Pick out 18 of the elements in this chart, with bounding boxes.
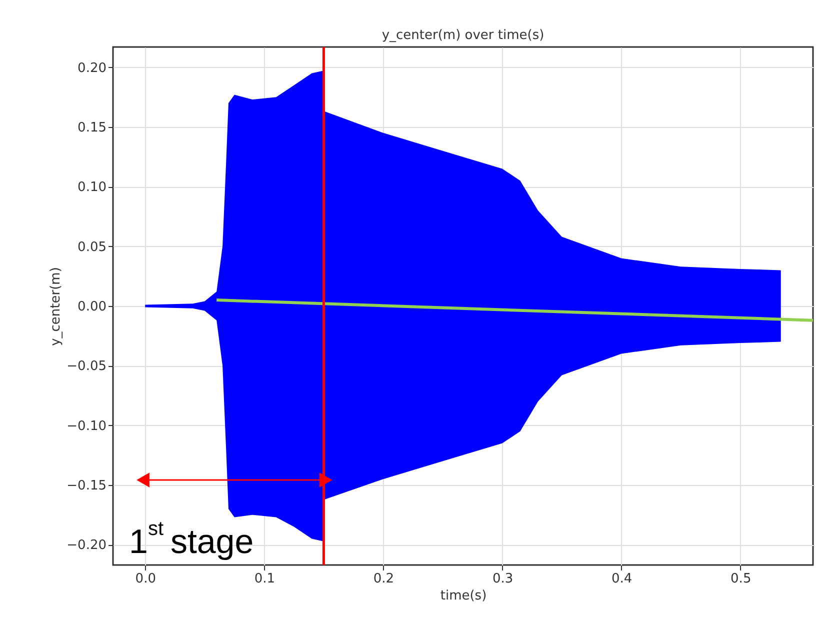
y-tick-label: −0.20 [66,538,106,554]
x-tick-label: 0.2 [373,572,394,586]
y-tick-label: −0.10 [66,418,106,434]
x-tick-label: 0.1 [254,572,276,586]
y-tick-label: 0.15 [78,120,106,136]
x-tick-label: 0.0 [135,572,156,586]
x-tick-label: 0.4 [611,572,632,586]
chart-title: y_center(m) over time(s) [382,28,544,43]
y-axis-title: y_center(m) [48,267,64,346]
y-tick-label: 0.20 [78,60,106,76]
x-tick-label: 0.5 [730,572,752,586]
x-axis-title: time(s) [440,588,487,604]
y-tick-label: 0.05 [78,240,106,255]
y-tick-label: 0.10 [78,180,106,196]
y-tick-label: −0.05 [66,359,106,374]
y-tick-label: 0.00 [78,300,106,314]
x-tick-label: 0.3 [492,572,514,586]
y-tick-label: −0.15 [66,478,106,494]
